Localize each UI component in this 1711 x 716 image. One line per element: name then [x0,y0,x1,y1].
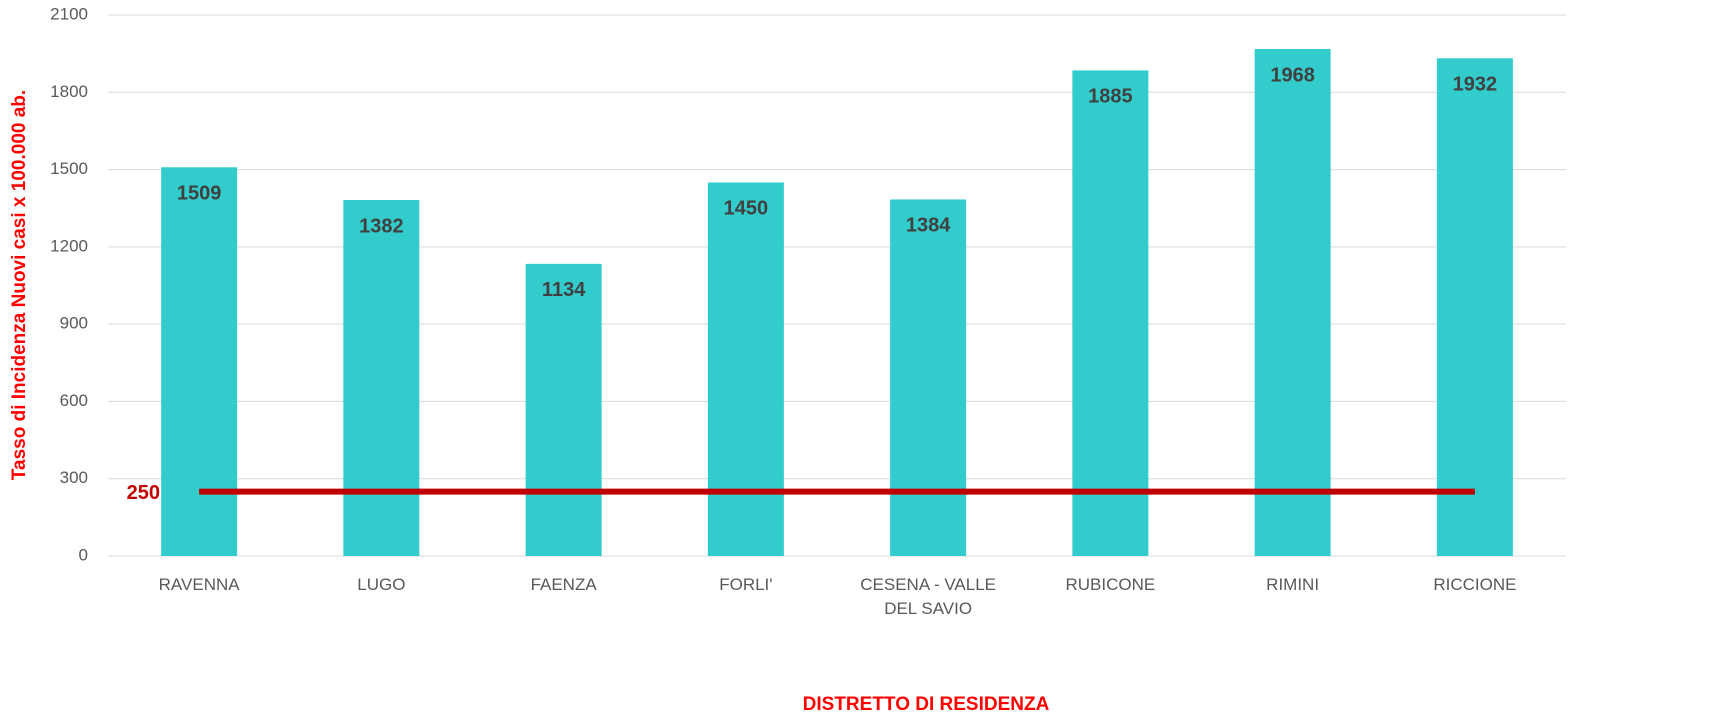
bar [1072,70,1149,556]
threshold-label: 250 [127,482,160,504]
bar [343,199,420,557]
data-label: 1932 [1453,74,1498,96]
y-tick-label: 900 [60,314,88,333]
data-label: 1134 [542,279,586,301]
data-label: 1509 [177,183,222,205]
bar [161,167,238,556]
y-tick-label: 0 [79,545,88,564]
data-label: 1968 [1270,64,1315,86]
bar [525,263,602,556]
bar [890,199,967,556]
x-tick-label: RICCIONE [1433,575,1517,594]
x-axis-label: DISTRETTO DI RESIDENZA [803,694,1050,715]
bar [1254,49,1331,557]
data-label: 1382 [359,215,404,237]
data-label: 1384 [906,215,951,237]
x-tick-label: CESENA - VALLE DEL SAVIO [860,575,996,618]
data-label: 1450 [724,198,769,220]
x-tick-label: LUGO [357,575,406,594]
x-tick-label: RUBICONE [1065,575,1156,594]
y-tick-label: 1800 [50,82,88,101]
y-tick-label: 300 [60,468,88,487]
y-tick-label: 1200 [50,236,88,255]
y-axis-label: Tasso di Incidenza Nuovi casi x 100.000 … [9,90,30,480]
x-tick-label: FORLI' [719,575,773,594]
data-label: 1885 [1088,86,1133,108]
bar [707,182,784,556]
bar [1436,58,1513,556]
y-tick-label: 1500 [50,159,88,178]
x-tick-label: RAVENNA [158,575,240,594]
x-tick-label: FAENZA [530,575,597,594]
y-tick-label: 2100 [50,4,88,23]
y-tick-label: 600 [60,391,88,410]
x-tick-label: RIMINI [1266,575,1320,594]
